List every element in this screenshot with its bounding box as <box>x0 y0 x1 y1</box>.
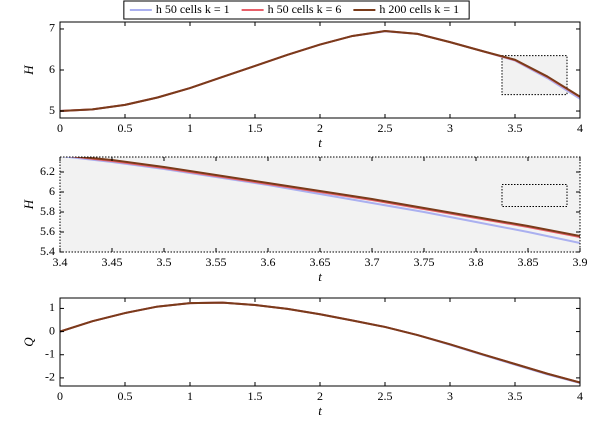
y-tick-label: 6.2 <box>40 164 55 178</box>
x-tick-label: 4 <box>577 389 583 403</box>
x-tick-label: 3 <box>447 389 453 403</box>
y-axis-label: H <box>21 65 36 76</box>
y-tick-label: 5.4 <box>40 244 55 258</box>
x-tick-label: 1 <box>187 389 193 403</box>
series-line <box>60 30 580 113</box>
x-tick-label: 0.5 <box>118 121 133 135</box>
x-tick-label: 2.5 <box>378 389 393 403</box>
y-tick-label: 5.6 <box>40 224 55 238</box>
x-tick-label: 3.7 <box>365 255 380 269</box>
x-tick-label: 0 <box>57 389 63 403</box>
x-tick-label: 3.75 <box>414 255 435 269</box>
x-tick-label: 0.5 <box>118 389 133 403</box>
series-line <box>60 301 580 384</box>
y-axis-label: H <box>21 199 36 210</box>
x-tick-label: 3.5 <box>157 255 172 269</box>
zoom-box <box>501 184 568 208</box>
x-tick-label: 1.5 <box>248 121 263 135</box>
y-tick-label: 6 <box>49 184 55 198</box>
y-tick-label: -2 <box>45 370 55 384</box>
x-tick-label: 3 <box>447 121 453 135</box>
x-tick-label: 4 <box>577 121 583 135</box>
x-axis-label: t <box>318 269 322 284</box>
x-tick-label: 3.55 <box>206 255 227 269</box>
x-tick-label: 3.85 <box>518 255 539 269</box>
x-tick-label: 3.8 <box>469 255 484 269</box>
zoom-box <box>501 55 568 96</box>
legend-label: h 200 cells k = 1 <box>379 2 459 16</box>
x-tick-label: 3.9 <box>573 255 588 269</box>
x-axis-label: t <box>318 403 322 418</box>
y-tick-label: 7 <box>49 21 55 35</box>
y-tick-label: 0 <box>49 323 55 337</box>
x-tick-label: 3.65 <box>310 255 331 269</box>
x-tick-label: 0 <box>57 121 63 135</box>
y-tick-label: 5.8 <box>40 204 55 218</box>
y-tick-label: 1 <box>49 300 55 314</box>
legend: h 50 cells k = 1 h 50 cells k = 6 h 200 ce… <box>123 0 470 20</box>
x-tick-label: 3.5 <box>508 121 523 135</box>
x-tick-label: 1 <box>187 121 193 135</box>
legend-label: h 50 cells k = 1 <box>156 2 230 16</box>
x-tick-label: 2.5 <box>378 121 393 135</box>
x-tick-label: 1.5 <box>248 389 263 403</box>
x-tick-label: 2 <box>317 121 323 135</box>
series-line <box>70 157 580 237</box>
y-tick-label: 5 <box>49 103 55 117</box>
y-axis-label: Q <box>21 337 36 347</box>
x-axis-label: t <box>318 135 322 150</box>
plot-frame <box>59 156 581 253</box>
legend-label: h 50 cells k = 6 <box>268 2 342 16</box>
x-tick-label: 3.5 <box>508 389 523 403</box>
legend-box <box>123 0 470 20</box>
x-tick-label: 3.45 <box>102 255 123 269</box>
x-tick-label: 2 <box>317 389 323 403</box>
x-tick-label: 3.6 <box>261 255 276 269</box>
plot-background <box>60 157 580 252</box>
y-tick-label: 6 <box>49 62 55 76</box>
y-tick-label: -1 <box>45 346 55 360</box>
x-tick-label: 3.4 <box>53 255 68 269</box>
